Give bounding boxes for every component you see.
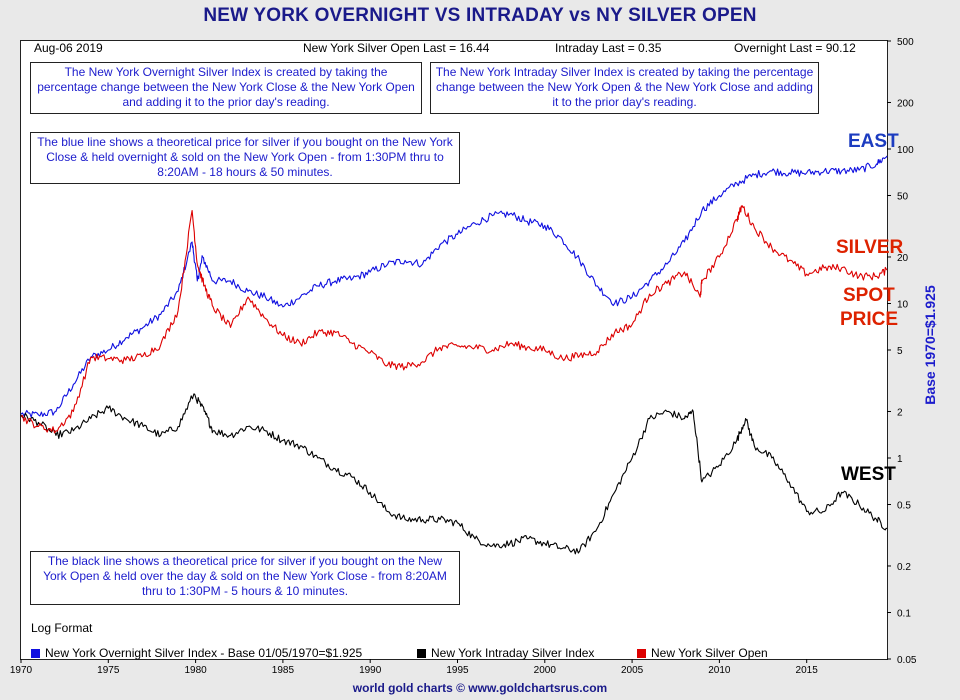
legend-item-overnight: New York Overnight Silver Index - Base 0… [31,646,362,660]
header-overnight-last: Overnight Last = 90.12 [734,41,856,55]
chart-title: NEW YORK OVERNIGHT VS INTRADAY vs NY SIL… [203,5,757,26]
series-line-silver-open [20,205,888,434]
series-line-intraday [20,393,888,555]
header-date: Aug-06 2019 [34,41,103,55]
y-tick-label: 20 [897,253,909,264]
label-east: EAST [848,131,899,152]
series-line-overnight [20,155,888,418]
footer-credit: world gold charts © www.goldchartsrus.co… [352,681,608,695]
x-tick-label: 2015 [796,665,819,676]
x-tick-label: 2000 [534,665,557,676]
label-price: PRICE [840,309,899,330]
x-tick-label: 1995 [446,665,469,676]
y-tick-label: 100 [897,145,914,156]
label-spot: SPOT [843,285,895,306]
x-tick-label: 2005 [621,665,644,676]
legend-item-intraday: New York Intraday Silver Index [417,646,594,660]
x-tick-label: 1980 [184,665,207,676]
label-silver: SILVER [836,237,904,258]
y-tick-label: 1 [897,454,903,465]
legend-label-intraday: New York Intraday Silver Index [431,646,595,660]
label-west: WEST [841,464,896,485]
legend-item-silver-open: New York Silver Open [637,646,768,660]
header-intraday-last: Intraday Last = 0.35 [555,41,662,55]
x-tick-label: 2010 [708,665,731,676]
note-overnight-definition: The New York Overnight Silver Index is c… [30,62,422,114]
y-axis-label: Base 1970=$1.925 [922,285,938,405]
note-intraday-definition: The New York Intraday Silver Index is cr… [430,62,819,114]
legend-swatch-red [637,648,646,658]
x-tick-label: 1970 [10,665,33,676]
y-tick-label: 200 [897,98,914,109]
note-black-line: The black line shows a theoretical price… [30,551,460,605]
header-silver-open-last: New York Silver Open Last = 16.44 [303,41,490,55]
y-tick-label: 0.2 [897,562,911,573]
x-tick-label: 1990 [359,665,382,676]
legend-swatch-blue [31,648,40,658]
legend-label-overnight: New York Overnight Silver Index - Base 0… [45,646,363,660]
x-tick-label: 1985 [272,665,295,676]
y-tick-label: 500 [897,37,914,48]
y-tick-label: 10 [897,299,909,310]
y-tick-label: 2 [897,407,903,418]
y-tick-label: 0.05 [897,655,917,666]
x-tick-label: 1975 [97,665,120,676]
y-tick-label: 5 [897,346,903,357]
legend-swatch-black [417,648,426,658]
legend-label-silver-open: New York Silver Open [651,646,768,660]
y-tick-label: 0.5 [897,501,911,512]
log-format-label: Log Format [31,621,93,635]
y-tick-label: 0.1 [897,608,911,619]
y-tick-label: 50 [897,192,909,203]
note-blue-line: The blue line shows a theoretical price … [30,132,460,184]
